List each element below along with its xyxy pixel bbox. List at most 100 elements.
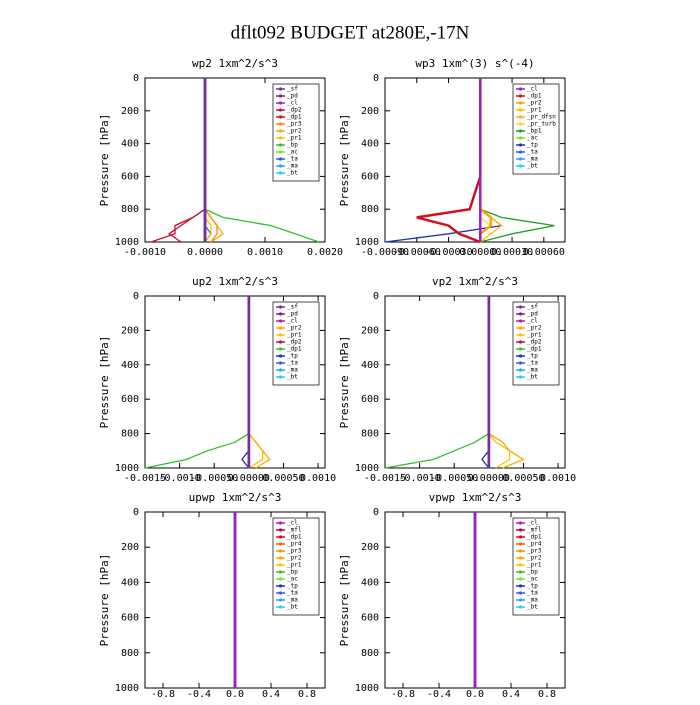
legend-label: _pr2 [527, 325, 542, 332]
legend-label: _ta [527, 590, 538, 597]
x-tick-label: -0.0015 [124, 473, 166, 484]
legend-label: _bt [527, 604, 538, 611]
legend-marker [278, 108, 283, 112]
legend-label: _pd [527, 311, 538, 318]
legend-marker [518, 368, 523, 372]
legend-label: _ta [287, 156, 298, 163]
legend-marker [518, 305, 523, 309]
y-tick-label: 600 [361, 394, 379, 405]
legend-label: _sf [287, 304, 298, 311]
x-tick-label: 0.0000 [187, 247, 223, 258]
y-tick-label: 800 [121, 204, 139, 215]
legend-marker [278, 101, 283, 105]
x-tick-label: 0.0010 [247, 247, 283, 258]
legend-marker [518, 326, 523, 330]
x-tick-label: -0.8 [391, 689, 415, 700]
legend-marker [518, 312, 523, 316]
legend-marker [518, 605, 523, 609]
legend-marker [278, 319, 283, 323]
legend-marker [518, 521, 523, 525]
legend-marker [518, 584, 523, 588]
figure-title: dflt092 BUDGET at280E,-17N [231, 22, 470, 43]
legend-marker [278, 605, 283, 609]
legend-marker [518, 598, 523, 602]
legend-label: _dp2 [287, 339, 302, 346]
legend-marker [518, 563, 523, 567]
legend-marker [518, 347, 523, 351]
y-axis-label: Pressure [hPa] [98, 554, 111, 647]
legend-label: _bt [287, 374, 298, 381]
x-tick-label: -0.0010 [159, 473, 201, 484]
x-tick-label: 0.0 [226, 689, 244, 700]
legend-marker [518, 101, 523, 105]
legend-label: _tp [527, 353, 538, 360]
legend-marker [278, 563, 283, 567]
x-tick-label: 0.8 [298, 689, 316, 700]
x-tick-label: 0.0010 [300, 473, 336, 484]
legend-marker [518, 164, 523, 168]
legend-marker [278, 361, 283, 365]
legend-marker [518, 375, 523, 379]
x-tick-label: -0.0010 [124, 247, 166, 258]
legend-label: _cl [287, 318, 298, 325]
y-tick-label: 200 [361, 542, 379, 553]
legend-label: _ta [287, 590, 298, 597]
x-tick-label: -0.00050 [190, 473, 238, 484]
y-tick-label: 1000 [355, 237, 379, 248]
profile-line [167, 78, 206, 243]
legend-label: _ma [527, 597, 538, 604]
legend-label: _cl [287, 520, 298, 527]
legend-marker [278, 535, 283, 539]
legend-label: _ma [287, 163, 298, 170]
x-tick-label: -0.4 [427, 689, 451, 700]
legend-marker [278, 326, 283, 330]
x-tick-label: -0.00050 [430, 473, 478, 484]
legend-label: _dp1 [287, 534, 302, 541]
legend-label: _pr1 [287, 135, 302, 142]
y-tick-label: 200 [121, 542, 139, 553]
legend-marker [518, 136, 523, 140]
legend-marker [278, 122, 283, 126]
legend-label: _ma [527, 367, 538, 374]
legend-marker [278, 368, 283, 372]
y-tick-label: 0 [373, 73, 379, 84]
legend-label: _pr2 [527, 100, 542, 107]
legend-label: _ta [287, 360, 298, 367]
legend-marker [518, 122, 523, 126]
legend-label: _pr1 [527, 332, 542, 339]
x-tick-label: -0.0015 [364, 473, 406, 484]
y-tick-label: 400 [121, 360, 139, 371]
legend-marker [518, 340, 523, 344]
x-tick-label: -0.00060 [393, 247, 441, 258]
legend-label: _bp [287, 142, 298, 149]
y-axis-label: Pressure [hPa] [98, 336, 111, 429]
legend-marker [278, 150, 283, 154]
y-tick-label: 0 [133, 291, 139, 302]
panel-title: vp2 1xm^2/s^3 [432, 275, 518, 288]
panel-title: up2 1xm^2/s^3 [192, 275, 278, 288]
y-tick-label: 400 [361, 360, 379, 371]
legend-label: _dp1 [527, 534, 542, 541]
panel-title: wp2 1xm^2/s^3 [192, 57, 278, 70]
panel-title: wp3 1xm^(3) s^(-4) [415, 57, 534, 70]
legend-label: _ac [527, 576, 538, 583]
legend-marker [278, 164, 283, 168]
y-tick-label: 1000 [355, 683, 379, 694]
legend-label: _bt [527, 163, 538, 170]
profile-line [204, 78, 224, 243]
profile-line [144, 296, 250, 469]
legend-marker [278, 171, 283, 175]
profile-line [479, 78, 493, 242]
legend-label: _pr3 [287, 548, 302, 555]
legend-label: _dp2 [287, 107, 302, 114]
legend-marker [278, 115, 283, 119]
legend-label: _pr1 [287, 332, 302, 339]
plot-frame [144, 77, 326, 243]
legend-label: _pr1 [527, 562, 542, 569]
legend-label: _tp [527, 583, 538, 590]
x-tick-label: 0.0 [466, 689, 484, 700]
x-tick-label: -0.8 [151, 689, 175, 700]
y-tick-label: 200 [121, 325, 139, 336]
y-tick-label: 400 [361, 139, 379, 150]
legend-marker [278, 354, 283, 358]
